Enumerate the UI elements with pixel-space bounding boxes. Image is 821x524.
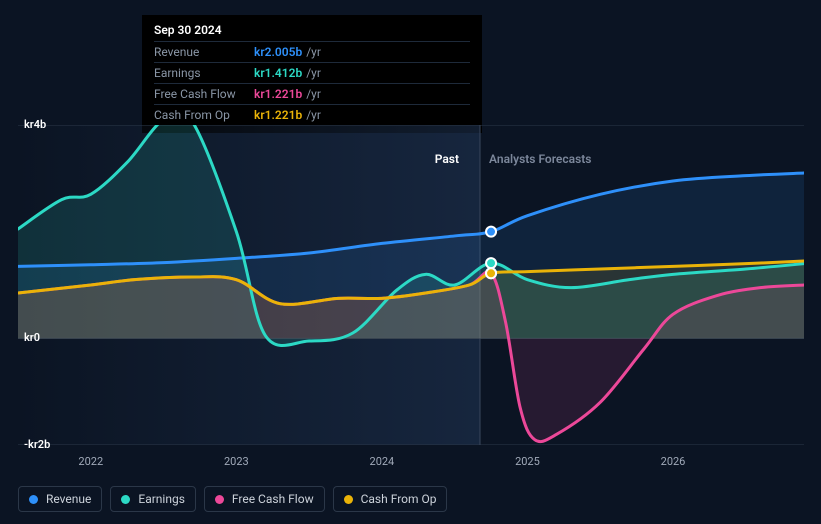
legend: Revenue Earnings Free Cash Flow Cash Fro… xyxy=(18,486,447,512)
tooltip-row: Free Cash Flow kr1.221b /yr xyxy=(154,83,470,104)
x-axis-label: 2025 xyxy=(515,455,540,468)
tooltip-metric-value: kr2.005b xyxy=(254,45,302,59)
tooltip-metric-value: kr1.221b xyxy=(254,108,302,122)
tooltip-metric-label: Earnings xyxy=(154,66,254,80)
tooltip-row: Cash From Op kr1.221b /yr xyxy=(154,104,470,125)
x-axis-label: 2022 xyxy=(78,455,103,468)
legend-dot-icon xyxy=(344,495,353,504)
tooltip-metric-suffix: /yr xyxy=(306,108,321,122)
legend-dot-icon xyxy=(121,495,130,504)
tooltip-metric-label: Cash From Op xyxy=(154,108,254,122)
legend-dot-icon xyxy=(29,495,38,504)
tooltip-metric-suffix: /yr xyxy=(306,45,321,59)
legend-item-fcf[interactable]: Free Cash Flow xyxy=(204,486,325,512)
tooltip-metric-value: kr1.412b xyxy=(254,66,302,80)
legend-label: Earnings xyxy=(138,492,185,506)
tooltip-row: Revenue kr2.005b /yr xyxy=(154,41,470,62)
tooltip-row: Earnings kr1.412b /yr xyxy=(154,62,470,83)
forecast-section-label: Analysts Forecasts xyxy=(489,152,591,166)
y-axis-label: kr4b xyxy=(24,118,46,131)
legend-item-cfo[interactable]: Cash From Op xyxy=(333,486,448,512)
x-axis-label: 2024 xyxy=(370,455,395,468)
tooltip-metric-suffix: /yr xyxy=(306,66,321,80)
x-axis-label: 2026 xyxy=(661,455,686,468)
x-axis-label: 2023 xyxy=(224,455,249,468)
tooltip: Sep 30 2024 Revenue kr2.005b /yrEarnings… xyxy=(142,15,482,133)
legend-item-earnings[interactable]: Earnings xyxy=(110,486,196,512)
financial-chart[interactable] xyxy=(18,125,804,445)
legend-item-revenue[interactable]: Revenue xyxy=(18,486,102,512)
tooltip-metric-value: kr1.221b xyxy=(254,87,302,101)
tooltip-date: Sep 30 2024 xyxy=(154,23,470,41)
legend-dot-icon xyxy=(215,495,224,504)
legend-label: Free Cash Flow xyxy=(232,492,314,506)
legend-label: Revenue xyxy=(46,492,91,506)
legend-label: Cash From Op xyxy=(361,492,437,506)
tooltip-metric-label: Revenue xyxy=(154,45,254,59)
y-axis-label: kr0 xyxy=(24,331,40,344)
y-axis-label: -kr2b xyxy=(24,438,50,451)
tooltip-metric-label: Free Cash Flow xyxy=(154,87,254,101)
tooltip-metric-suffix: /yr xyxy=(306,87,321,101)
past-section-label: Past xyxy=(435,152,459,166)
